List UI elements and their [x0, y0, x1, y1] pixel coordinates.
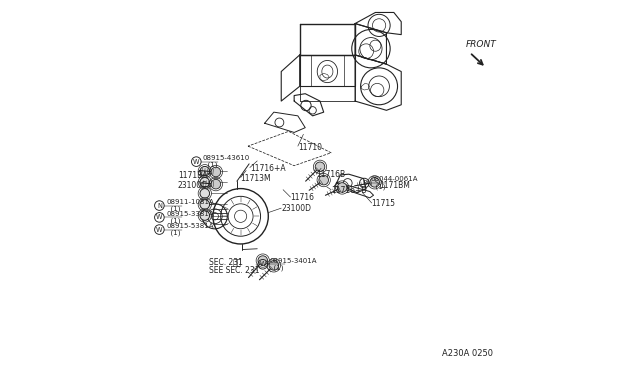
Text: 08915-5381A
  (1): 08915-5381A (1): [166, 223, 214, 236]
Circle shape: [211, 179, 221, 189]
Text: FRONT: FRONT: [466, 40, 497, 49]
Text: 11710: 11710: [298, 143, 322, 152]
Text: W: W: [156, 214, 163, 220]
Text: SEC. 231: SEC. 231: [209, 258, 243, 267]
Circle shape: [200, 166, 210, 176]
Text: 08915-43610
  (1): 08915-43610 (1): [203, 155, 250, 169]
Text: 1171BM: 1171BM: [379, 181, 410, 190]
Text: 08911-1081A
  (1): 08911-1081A (1): [166, 199, 214, 212]
Text: W: W: [193, 158, 200, 165]
Text: 23100D: 23100D: [281, 204, 311, 214]
Circle shape: [370, 177, 380, 187]
Text: A230A 0250: A230A 0250: [442, 349, 493, 358]
Text: W: W: [156, 227, 163, 232]
Text: 11716: 11716: [291, 193, 314, 202]
Text: 1171BA: 1171BA: [178, 171, 207, 180]
Text: 23100C: 23100C: [178, 182, 207, 190]
Circle shape: [200, 211, 210, 220]
Circle shape: [211, 167, 221, 177]
Text: 11715: 11715: [372, 199, 396, 208]
Circle shape: [200, 189, 210, 198]
Circle shape: [337, 183, 347, 192]
Text: 11716B: 11716B: [316, 170, 346, 179]
Circle shape: [258, 256, 268, 265]
Circle shape: [316, 162, 324, 171]
Text: 08915-3401A
  (1): 08915-3401A (1): [269, 257, 317, 271]
Text: SEE SEC. 231: SEE SEC. 231: [209, 266, 260, 275]
Text: 参照: 参照: [232, 258, 241, 267]
Text: 08915-3381A
  (1): 08915-3381A (1): [166, 211, 214, 224]
Text: N: N: [157, 203, 162, 209]
Circle shape: [200, 200, 210, 209]
Text: W: W: [260, 261, 266, 267]
Text: 08044-0061A
  (1): 08044-0061A (1): [371, 176, 419, 190]
Circle shape: [319, 175, 328, 185]
Text: 11716+A: 11716+A: [250, 164, 285, 173]
Text: B: B: [362, 180, 367, 186]
Text: 11716+B: 11716+B: [331, 186, 367, 195]
Text: 11713M: 11713M: [241, 174, 271, 183]
Circle shape: [200, 177, 210, 187]
Circle shape: [269, 260, 278, 270]
